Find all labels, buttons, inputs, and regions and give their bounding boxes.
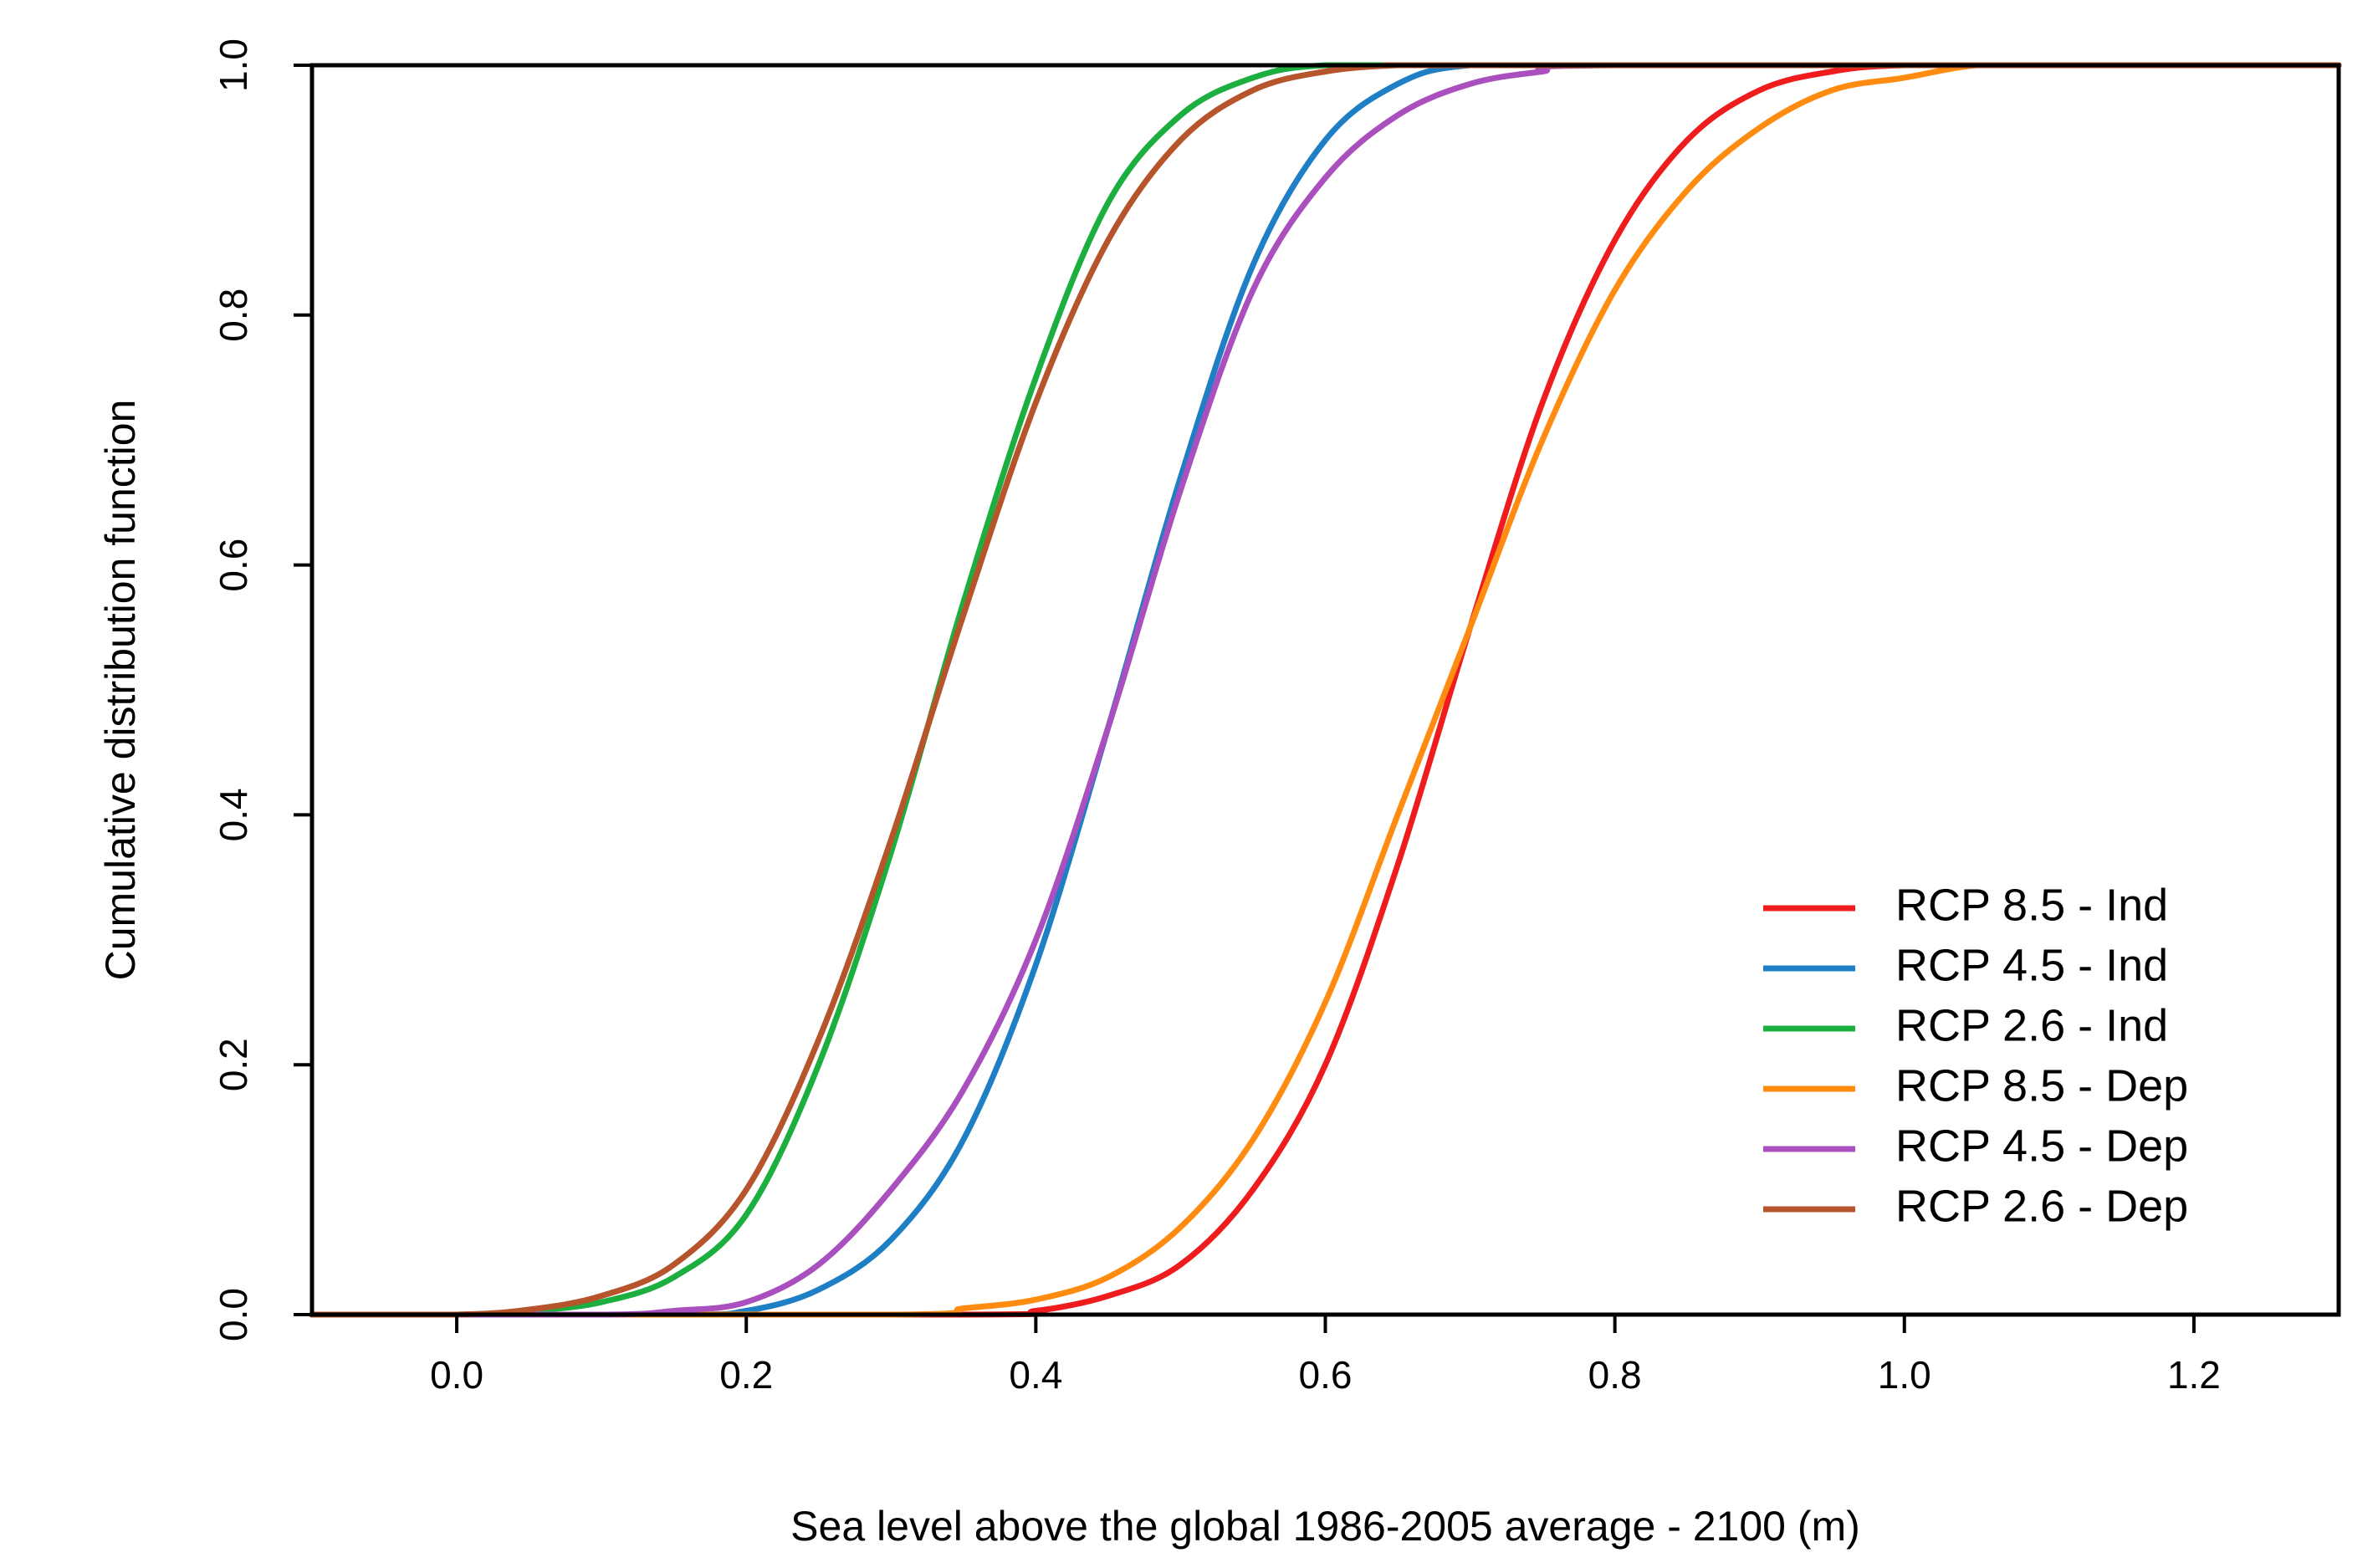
plot-lines bbox=[309, 62, 2342, 1318]
y-tick-label: 0.4 bbox=[212, 788, 255, 841]
legend-label: RCP 2.6 - Ind bbox=[1895, 1000, 2168, 1050]
legend-label: RCP 2.6 - Dep bbox=[1895, 1181, 2188, 1231]
y-axis: 0.0 0.2 0.4 0.6 0.8 1.0 bbox=[212, 38, 312, 1341]
y-tick-label: 0.2 bbox=[212, 1038, 255, 1091]
legend-label: RCP 4.5 - Ind bbox=[1895, 940, 2168, 990]
y-tick-label: 0.0 bbox=[212, 1288, 255, 1341]
x-axis-title: Sea level above the global 1986-2005 ave… bbox=[790, 1503, 1860, 1550]
x-tick-label: 0.0 bbox=[430, 1353, 483, 1397]
series-line-rcp-4-5-dep bbox=[309, 62, 2342, 1318]
x-tick-label: 0.4 bbox=[1009, 1353, 1062, 1397]
legend: RCP 8.5 - Ind RCP 4.5 - Ind RCP 2.6 - Ind R… bbox=[1763, 880, 2188, 1231]
x-axis: 0.0 0.2 0.4 0.6 0.8 1.0 1.2 bbox=[430, 1315, 2221, 1397]
y-tick-label: 0.8 bbox=[212, 289, 255, 342]
legend-label: RCP 4.5 - Dep bbox=[1895, 1121, 2188, 1171]
series-line-rcp-8-5-dep bbox=[309, 62, 2342, 1318]
x-tick-label: 0.8 bbox=[1588, 1353, 1642, 1397]
x-tick-label: 1.0 bbox=[1878, 1353, 1931, 1397]
y-axis-title: Cumulative distribution function bbox=[97, 400, 144, 981]
x-tick-label: 0.2 bbox=[719, 1353, 773, 1397]
legend-label: RCP 8.5 - Dep bbox=[1895, 1060, 2188, 1111]
legend-label: RCP 8.5 - Ind bbox=[1895, 880, 2168, 930]
y-tick-label: 0.6 bbox=[212, 539, 255, 592]
x-tick-label: 1.2 bbox=[2167, 1353, 2221, 1397]
y-tick-label: 1.0 bbox=[212, 38, 255, 92]
x-tick-label: 0.6 bbox=[1299, 1353, 1353, 1397]
